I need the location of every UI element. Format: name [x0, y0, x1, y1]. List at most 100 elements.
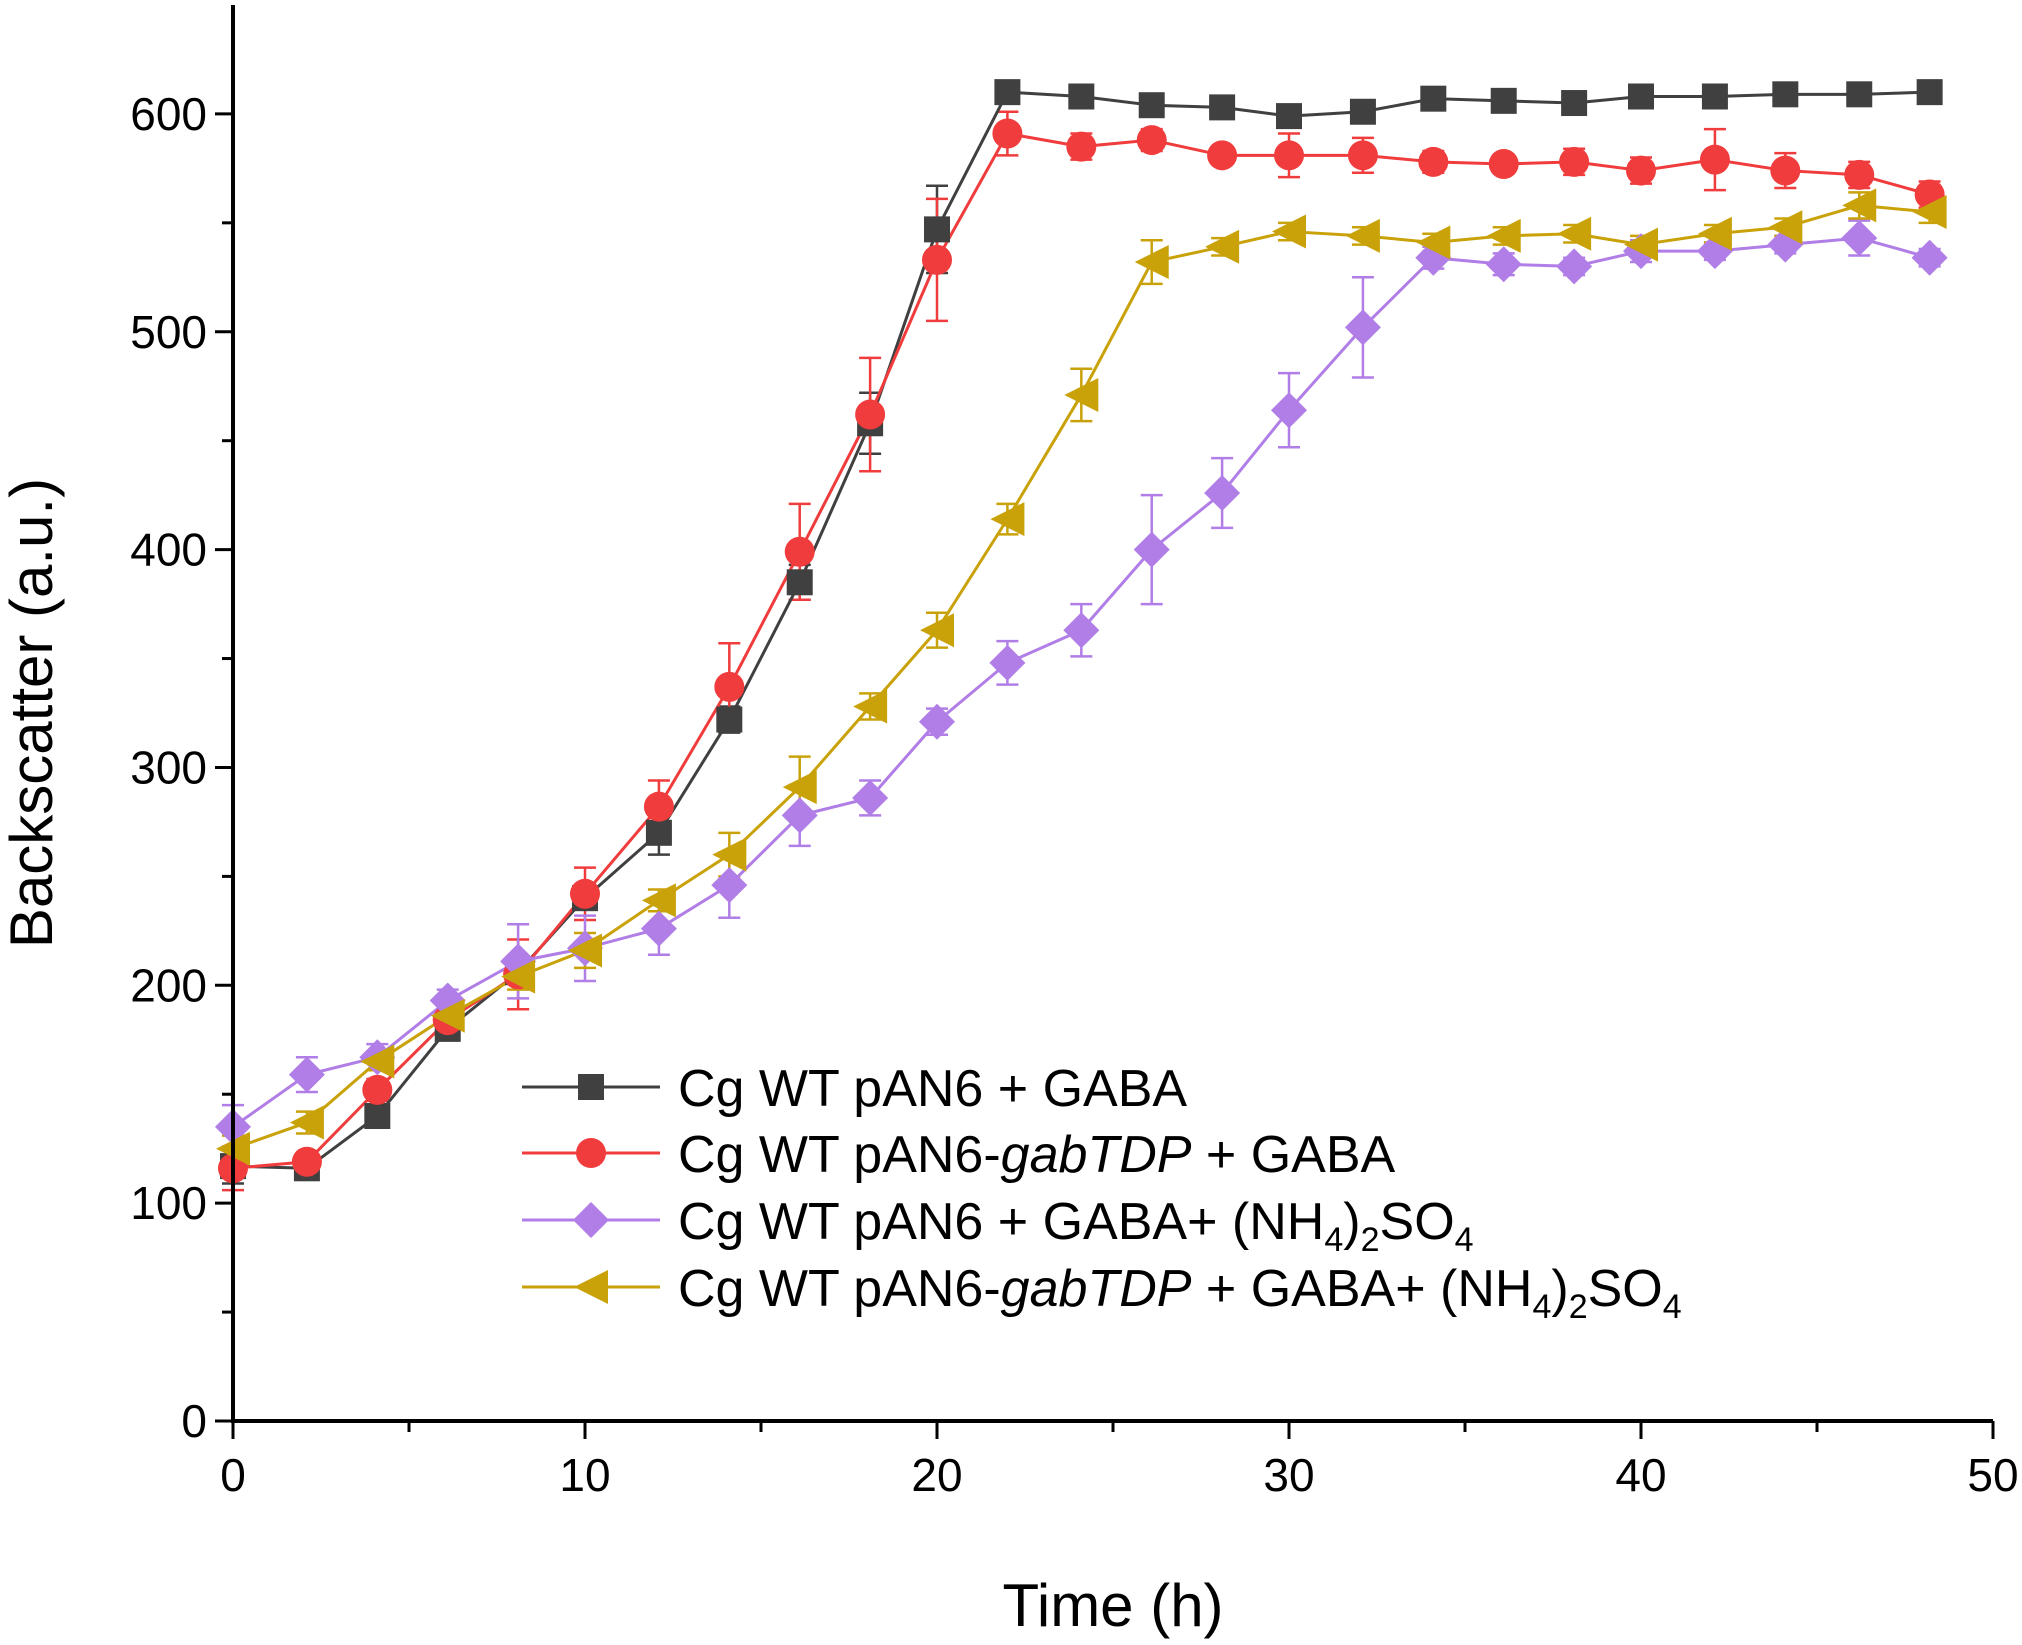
legend-marker [578, 1074, 604, 1100]
x-tick-label: 10 [559, 1449, 610, 1501]
y-tick-label: 0 [181, 1395, 207, 1447]
data-point [1485, 246, 1522, 283]
y-tick-label: 400 [130, 524, 207, 576]
data-point [1770, 155, 1801, 186]
legend-label-part: (NH [1440, 1260, 1532, 1318]
data-point [920, 613, 954, 648]
data-point [922, 244, 952, 275]
legend-label: Cg WT pAN6 + GABA+ (NH4)2SO4 [678, 1193, 1474, 1259]
data-point [1768, 210, 1803, 245]
data-point [1842, 188, 1877, 223]
y-tick-label: 100 [130, 1177, 207, 1229]
legend-label-part: gabTDP [1001, 1126, 1192, 1184]
data-point [501, 959, 536, 994]
data-point [1486, 218, 1521, 253]
data-point [289, 1105, 324, 1140]
data-point [640, 910, 677, 947]
legend-label-part: 2 [1361, 1221, 1380, 1259]
data-point [855, 399, 886, 430]
data-point [1274, 140, 1304, 171]
data-point [989, 644, 1026, 681]
data-point [1063, 612, 1100, 649]
y-tick-label: 600 [130, 88, 207, 140]
data-point [1772, 81, 1799, 108]
data-point [1912, 194, 1947, 229]
data-point [645, 819, 672, 846]
data-point [853, 689, 888, 724]
x-tick-label: 40 [1615, 1449, 1666, 1501]
data-point [1138, 92, 1165, 119]
legend-label: Cg WT pAN6-gabTDP + GABA+ (NH4)2SO4 [678, 1260, 1682, 1326]
data-point [1136, 125, 1167, 156]
data-point [362, 1074, 393, 1105]
data-point [430, 998, 465, 1033]
legend-label-part: Cg WT pAN6- [678, 1126, 1001, 1184]
data-point [1626, 155, 1656, 186]
data-point [1697, 216, 1732, 251]
data-point [1846, 81, 1873, 108]
legend-label-part: 4 [1663, 1288, 1682, 1326]
data-point [716, 706, 743, 733]
data-point [1418, 146, 1449, 177]
legend-label-part: 2 [1569, 1288, 1588, 1326]
legend-label-part: Cg WT pAN6- [678, 1260, 1001, 1318]
legend-label-part: 4 [1324, 1221, 1343, 1259]
data-point [992, 118, 1023, 149]
data-point [364, 1103, 391, 1130]
x-axis-title: Time (h) [1002, 1572, 1223, 1639]
y-tick-label: 200 [130, 959, 207, 1011]
legend-label-part: ) [1343, 1193, 1360, 1251]
data-point [1068, 83, 1095, 110]
data-point [786, 569, 813, 596]
series-line [232, 203, 1930, 1151]
data-point [1064, 377, 1099, 412]
data-point [1556, 248, 1593, 285]
data-point [1699, 144, 1730, 175]
data-point [641, 883, 676, 918]
data-point [291, 1146, 322, 1177]
data-point [570, 878, 600, 909]
data-point [714, 671, 745, 702]
legend-label-part: SO [1588, 1260, 1663, 1318]
data-point [1133, 531, 1170, 568]
legend-label-part: gabTDP [1001, 1260, 1192, 1318]
legend-label-part: + GABA+ [1191, 1260, 1440, 1318]
data-point [643, 791, 674, 822]
data-point [1347, 140, 1378, 171]
data-point [782, 770, 817, 805]
data-point [784, 536, 815, 567]
data-point [1066, 131, 1097, 162]
data-point [1345, 218, 1380, 253]
data-points [215, 79, 1948, 1184]
data-point [1205, 229, 1240, 264]
x-tick-label: 20 [911, 1449, 962, 1501]
data-point [1916, 79, 1943, 106]
data-point [568, 933, 602, 968]
data-point [994, 79, 1021, 106]
x-tick-label: 0 [220, 1449, 246, 1501]
data-point [1271, 392, 1307, 429]
data-point [1134, 245, 1169, 280]
data-point [781, 797, 818, 834]
data-point [1204, 474, 1241, 511]
data-point [919, 703, 955, 740]
data-point [1420, 85, 1447, 112]
data-point [1841, 220, 1878, 257]
x-tick-label: 50 [1967, 1449, 2018, 1501]
data-point [712, 837, 747, 872]
data-point [1209, 94, 1236, 121]
legend-label-part: Cg WT pAN6 + GABA [678, 1060, 1187, 1118]
data-point [924, 216, 950, 243]
y-tick-label: 500 [130, 306, 207, 358]
data-point [1416, 225, 1451, 260]
legend-label-part: (NH [1232, 1193, 1324, 1251]
data-point [360, 1044, 395, 1079]
data-point [288, 1056, 325, 1093]
data-point [1488, 149, 1519, 180]
legend-label-part: ) [1551, 1260, 1568, 1318]
data-point [990, 502, 1025, 537]
legend-marker [574, 1270, 608, 1304]
